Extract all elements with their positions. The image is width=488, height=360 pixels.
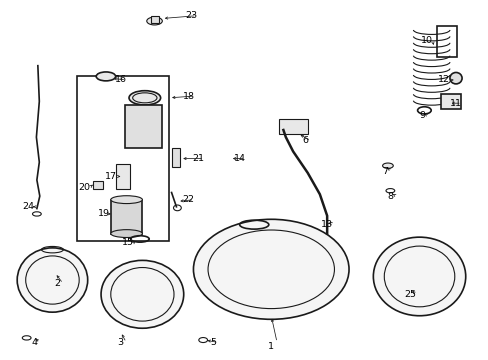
Text: 12: 12 <box>437 76 449 85</box>
Bar <box>151 17 159 23</box>
Text: 16: 16 <box>114 76 126 85</box>
Ellipse shape <box>193 219 348 319</box>
Bar <box>441 94 460 109</box>
Text: 9: 9 <box>418 111 424 120</box>
Text: 2: 2 <box>54 279 60 288</box>
Text: 3: 3 <box>117 338 123 347</box>
Bar <box>171 148 180 167</box>
Text: 22: 22 <box>182 195 194 204</box>
Text: 21: 21 <box>192 154 204 163</box>
Bar <box>278 119 307 134</box>
Ellipse shape <box>111 196 142 203</box>
Text: 10: 10 <box>420 36 432 45</box>
Bar <box>111 200 142 234</box>
Bar <box>116 164 130 189</box>
Text: 13: 13 <box>321 220 332 229</box>
Ellipse shape <box>382 163 392 168</box>
Text: 7: 7 <box>382 167 387 176</box>
Text: 18: 18 <box>182 91 194 100</box>
Ellipse shape <box>146 17 162 25</box>
Text: 20: 20 <box>78 183 90 192</box>
Bar <box>93 181 102 189</box>
Ellipse shape <box>372 237 465 316</box>
Ellipse shape <box>111 230 142 238</box>
Bar <box>77 76 169 241</box>
Ellipse shape <box>17 248 87 312</box>
Text: 17: 17 <box>104 172 117 181</box>
Bar <box>125 105 162 148</box>
Ellipse shape <box>101 260 183 328</box>
Text: 24: 24 <box>22 202 34 211</box>
Bar <box>436 26 456 57</box>
Text: 14: 14 <box>233 154 245 163</box>
Text: 15: 15 <box>122 238 134 247</box>
Text: 19: 19 <box>97 210 109 219</box>
Ellipse shape <box>96 72 116 81</box>
Text: 11: 11 <box>449 99 461 108</box>
Text: 25: 25 <box>403 290 415 299</box>
Ellipse shape <box>129 91 160 105</box>
Text: 4: 4 <box>31 338 38 347</box>
Text: 5: 5 <box>209 338 216 347</box>
Text: 23: 23 <box>184 11 197 20</box>
Text: 8: 8 <box>386 192 392 201</box>
Text: 6: 6 <box>302 136 307 145</box>
Text: 1: 1 <box>268 342 274 351</box>
Ellipse shape <box>449 72 461 84</box>
